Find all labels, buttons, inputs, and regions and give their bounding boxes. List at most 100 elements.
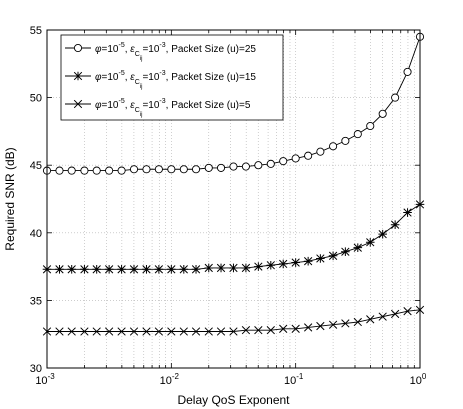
series-u5-point (366, 315, 375, 324)
series-u15-point-shape (191, 265, 201, 274)
series-u15-point (167, 265, 176, 274)
series-u5-point-shape (129, 327, 139, 336)
y-tick-label: 45 (30, 160, 42, 172)
series-u15-point (241, 263, 251, 273)
series-u25-point-shape (191, 165, 201, 174)
series-u15-point-shape (266, 260, 276, 270)
series-u15-point-shape (154, 265, 164, 274)
legend-swatch-marker (73, 99, 83, 109)
series-u5-point (229, 327, 238, 336)
series-u5-point (353, 317, 362, 327)
series-u15-point (403, 208, 412, 217)
series-u25-point (291, 154, 300, 163)
legend-box (60, 34, 284, 121)
series-u5-point-shape (341, 319, 350, 328)
series-u15-point-shape (142, 265, 151, 274)
series-u25-point-shape (266, 159, 275, 168)
series-u5-point-shape (316, 321, 325, 331)
series-u25-point (129, 165, 139, 174)
series-u15-point (229, 263, 238, 273)
series-u25-point-shape (167, 165, 176, 174)
series-u5-point (316, 321, 325, 331)
series-u15-point (154, 265, 164, 274)
series-u25-point (216, 163, 226, 172)
series-u5-point-shape (266, 325, 275, 335)
series-u5-point-shape (80, 327, 89, 336)
series-u5-point-shape (67, 327, 76, 336)
series-u5-point-shape (303, 323, 313, 332)
series-u25-point (154, 165, 163, 174)
series-u25-point (241, 162, 250, 171)
series-u5-point (303, 323, 313, 332)
x-tick-labels: 10-3 10-2 10-1 100 (35, 372, 427, 387)
y-tick-label: 35 (30, 295, 42, 307)
series-u25-point-shape (403, 67, 412, 76)
series-u25-point-shape (241, 162, 250, 171)
series-u15-point (129, 265, 139, 274)
series-u15-point-shape (303, 256, 313, 266)
series-u25-point (117, 166, 126, 175)
series-u15-point-shape (216, 263, 226, 273)
series-u15-point-shape (365, 237, 375, 247)
series-u15-point-shape (254, 262, 263, 271)
series-u15-point (191, 265, 201, 274)
series-u5-point (191, 327, 201, 336)
series-u15-point (316, 254, 325, 263)
series-u15-point (365, 237, 375, 247)
series-u25-point (341, 136, 350, 145)
series-u15-point-shape (67, 265, 76, 274)
series-u25-point-shape (254, 161, 263, 170)
series-u25-point (366, 121, 375, 131)
legend-label-u15: φ=10-5, εCij=10-3, Packet Size (u)=15 (95, 70, 256, 90)
series-u5-point (129, 327, 139, 336)
y-axis-label: Required SNR (dB) (3, 147, 17, 250)
series-u25-point-shape (391, 93, 400, 102)
series-u5-point-shape (167, 327, 176, 336)
series-u25-point (92, 166, 101, 175)
series-u25-point (403, 67, 412, 76)
series-u25-point-shape (92, 166, 101, 175)
series-u15-point-shape (129, 265, 139, 274)
series-u15 (42, 200, 425, 274)
series-u15-point-shape (403, 208, 412, 217)
series-u15-point-shape (353, 243, 363, 252)
series-u15-point (266, 260, 276, 270)
series-u25-point-shape (366, 121, 375, 131)
series-u25-point (179, 165, 188, 174)
series-u25-point (80, 166, 89, 175)
series-u25-point-shape (291, 154, 300, 163)
series-u5-point-shape (378, 312, 387, 321)
series-u25-point-shape (105, 166, 114, 175)
legend: φ=10-5, εCij=10-3, Packet Size (u)=25 φ=1… (60, 34, 284, 121)
series-u25-point (105, 166, 114, 175)
series-u5-point-shape (229, 327, 238, 336)
series-u25-point-shape (80, 166, 89, 175)
x-axis-label: Delay QoS Exponent (177, 393, 290, 407)
series-u5-point (279, 324, 288, 333)
x-tick-label: 100 (410, 372, 427, 387)
series-u25-point-shape (154, 165, 163, 174)
series-u25-point-shape (142, 165, 151, 174)
series-u5-point-shape (353, 317, 362, 327)
y-tick-label: 30 (30, 363, 42, 375)
series-u15-point (179, 265, 189, 274)
series-u5-point-shape (104, 327, 114, 336)
x-tick-label: 10-1 (284, 372, 304, 387)
series-u5-point-shape (154, 327, 164, 336)
series-u15-point (303, 256, 313, 266)
series-u5-point (117, 327, 126, 336)
series-u25-point (142, 165, 151, 174)
series-u15-point-shape (278, 259, 288, 269)
series-u25-point-shape (353, 130, 362, 139)
series-u15-point-shape (80, 265, 89, 274)
series-u5-point (341, 319, 350, 328)
legend-swatch-marker (73, 43, 83, 53)
series-u5-point (104, 327, 114, 336)
series-u25-point-shape (67, 166, 76, 175)
series-u25-point-shape (378, 109, 387, 118)
series-u15-point (216, 263, 226, 273)
series-u15-point-shape (167, 265, 176, 274)
legend-swatch-u5 (65, 99, 91, 109)
y-tick-label: 55 (30, 25, 42, 37)
series-u5-point (378, 312, 387, 321)
